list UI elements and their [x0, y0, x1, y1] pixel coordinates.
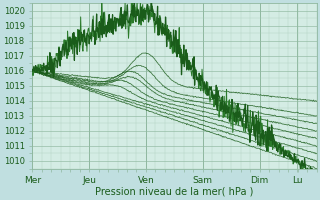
X-axis label: Pression niveau de la mer( hPa ): Pression niveau de la mer( hPa ) — [95, 187, 253, 197]
